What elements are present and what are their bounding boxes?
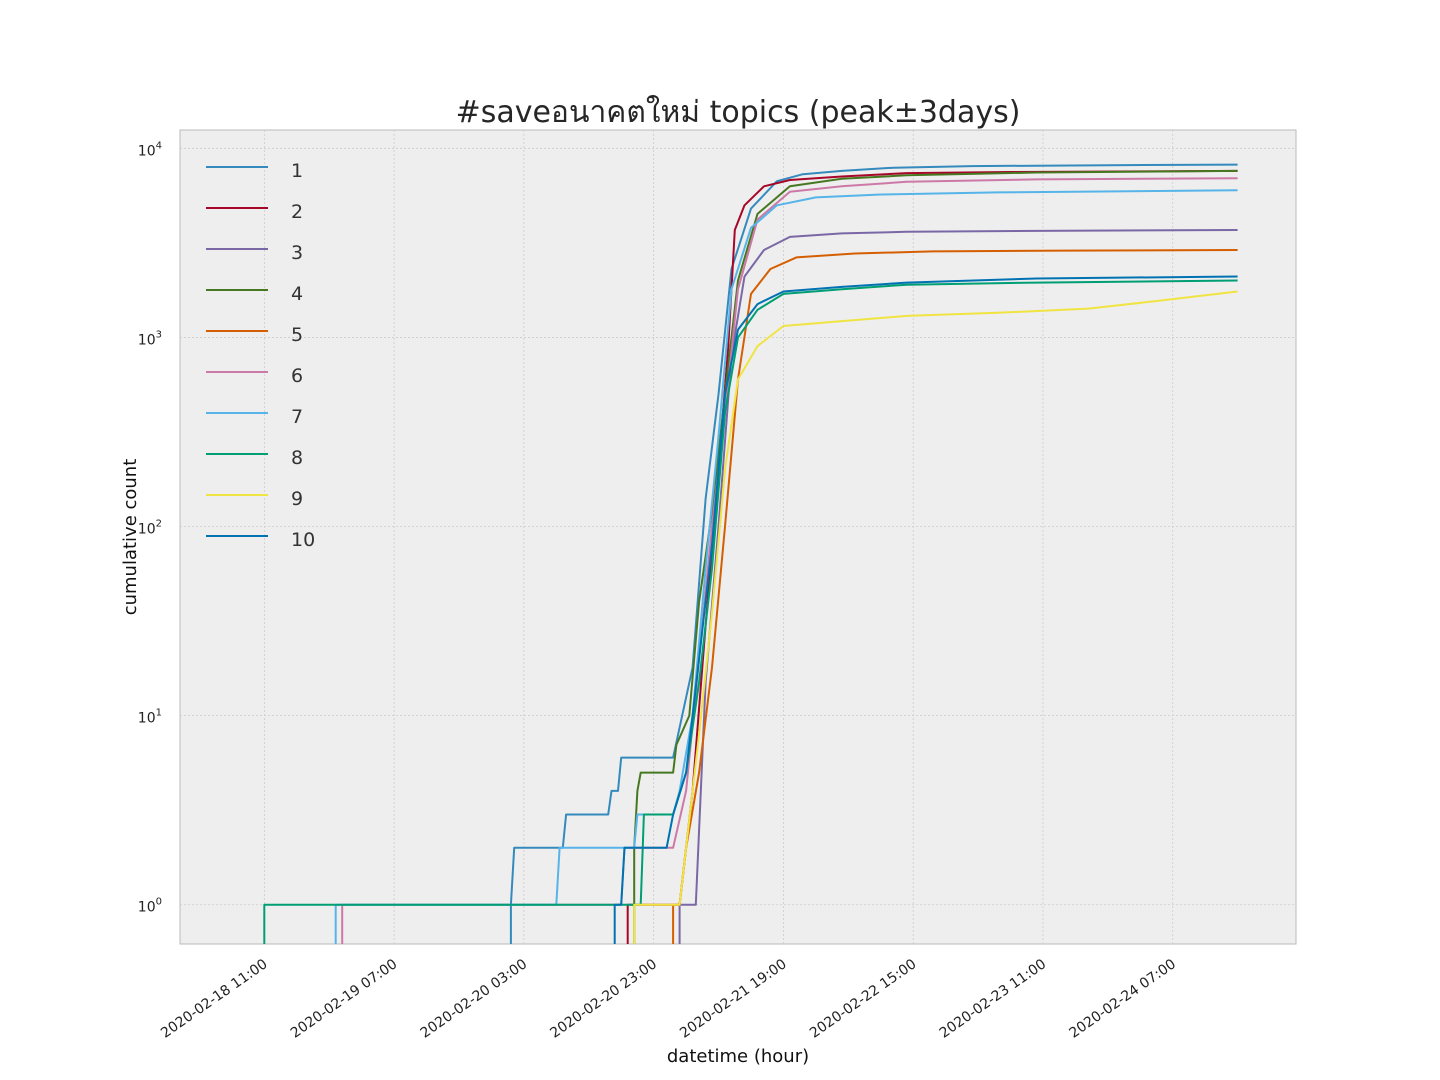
x-axis-label: datetime (hour) [667, 1046, 809, 1067]
x-tick-label: 2020-02-21 19:00 [677, 956, 790, 1041]
x-tick-label: 2020-02-23 11:00 [937, 956, 1050, 1041]
series-line-1 [509, 163, 1238, 944]
y-axis-ticks: 100 101 102 103 104 [138, 140, 162, 915]
series-line-9 [633, 290, 1238, 944]
series-line-3 [678, 229, 1238, 944]
legend-label-6: 6 [291, 365, 303, 387]
x-tick-label: 2020-02-22 15:00 [807, 956, 920, 1041]
y-axis-label: cumulative count [120, 459, 141, 616]
y-tick-label: 101 [138, 708, 162, 727]
legend-label-4: 4 [291, 283, 303, 305]
series-line-10 [613, 275, 1238, 944]
chart-title: #saveอนาคตใหม่ topics (peak±3days) [456, 95, 1021, 130]
legend-label-7: 7 [291, 406, 303, 428]
series-line-8 [263, 279, 1238, 944]
x-axis-ticks: 2020-02-18 11:00 2020-02-19 07:00 2020-02-… [158, 956, 1179, 1041]
legend-label-3: 3 [291, 242, 303, 264]
legend-label-1: 1 [291, 160, 303, 182]
y-tick-label: 104 [138, 140, 162, 159]
legend-label-8: 8 [291, 447, 303, 469]
legend: 1 2 3 4 5 6 7 8 9 10 [206, 160, 315, 551]
y-tick-label: 100 [138, 897, 162, 916]
y-tick-label: 102 [138, 519, 162, 538]
legend-label-9: 9 [291, 488, 303, 510]
series-lines [263, 163, 1238, 944]
legend-label-10: 10 [291, 529, 315, 551]
series-line-7 [334, 189, 1238, 944]
legend-label-2: 2 [291, 201, 303, 223]
x-tick-label: 2020-02-18 11:00 [158, 956, 271, 1041]
y-tick-label: 103 [138, 329, 162, 348]
x-tick-label: 2020-02-20 23:00 [547, 956, 660, 1041]
x-tick-label: 2020-02-19 07:00 [288, 956, 401, 1041]
x-tick-label: 2020-02-20 03:00 [418, 956, 531, 1041]
x-tick-label: 2020-02-24 07:00 [1066, 956, 1179, 1041]
legend-label-5: 5 [291, 324, 303, 346]
